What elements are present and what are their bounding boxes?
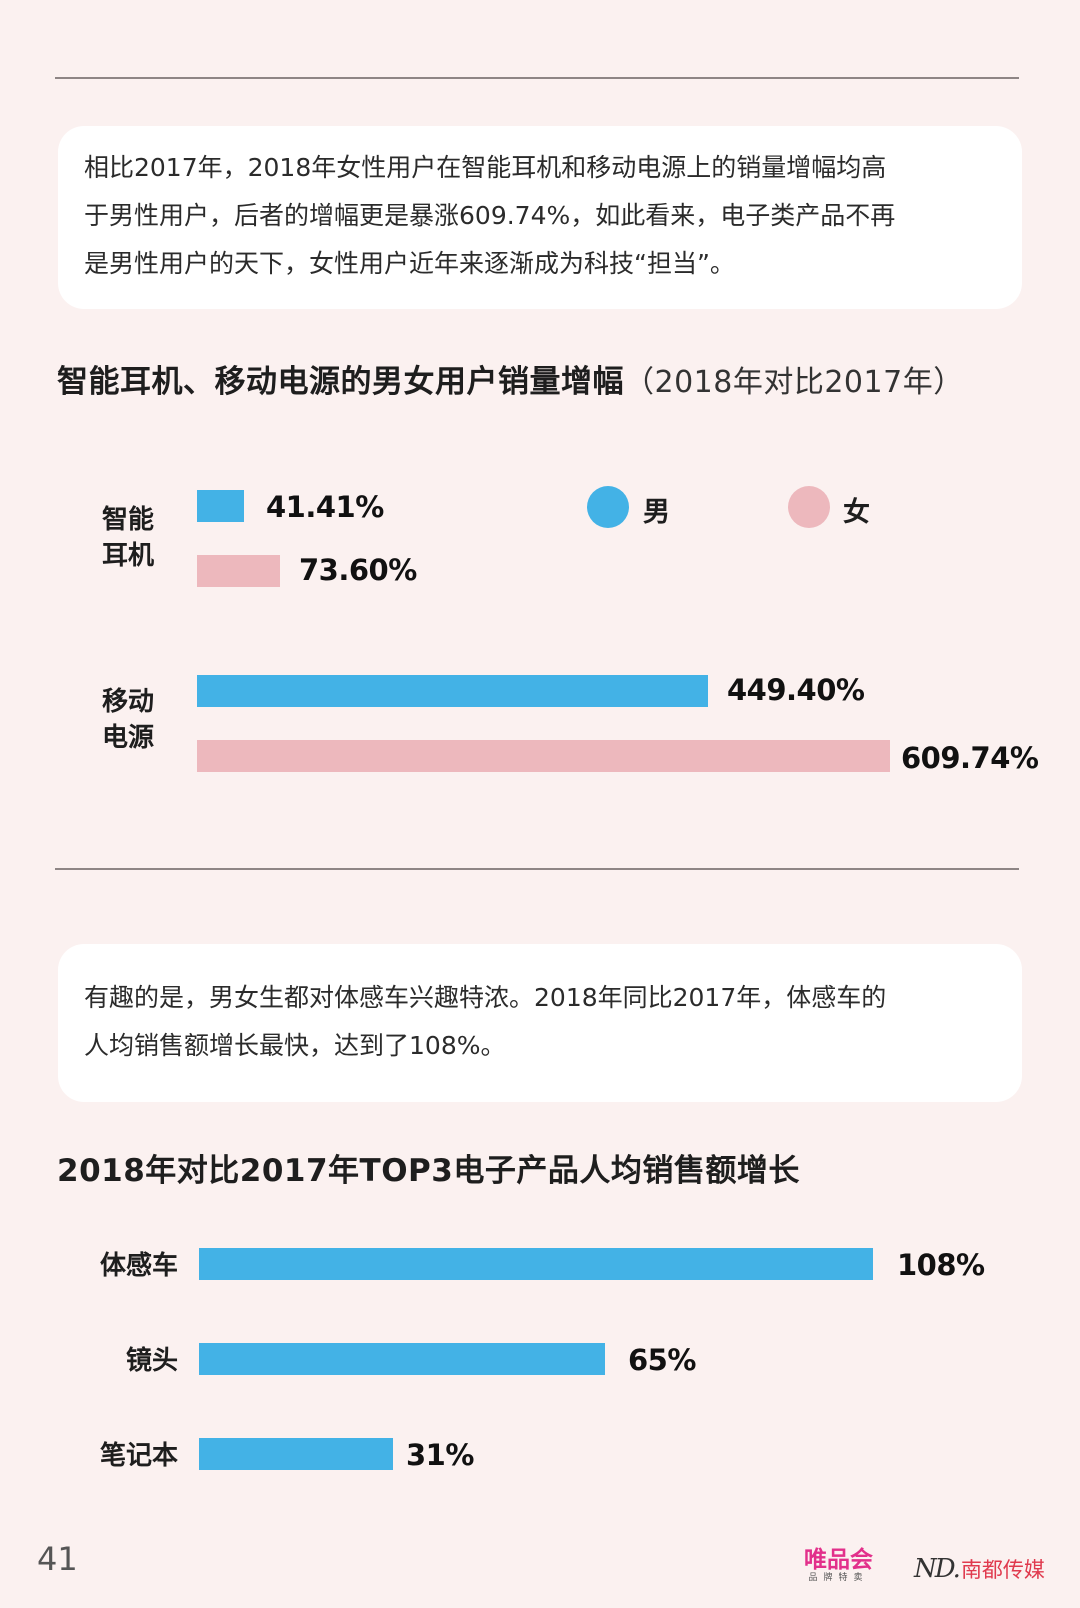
- page-number: 41: [37, 1540, 78, 1578]
- note-card-balance-car: 有趣的是，男女生都对体感车兴趣特浓。2018年同比2017年，体感车的 人均销售…: [58, 944, 1022, 1102]
- bar-earphones-female: [197, 555, 280, 587]
- category-label-line: 智能: [101, 505, 154, 535]
- category-label-power-banks: 移动 电源: [92, 684, 154, 756]
- value-balance-car: 108%: [897, 1248, 985, 1282]
- vipshop-tagline: 品牌特卖: [808, 1573, 869, 1583]
- value-lens: 65%: [628, 1343, 696, 1377]
- value-powerbank-female: 609.74%: [901, 741, 1039, 775]
- chart-title-text: 智能耳机、移动电源的男女用户销量增幅: [57, 364, 624, 400]
- category-label-line: 移动: [101, 687, 154, 717]
- bar-powerbank-female: [197, 740, 890, 772]
- middle-divider: [55, 868, 1019, 870]
- legend-male-dot-icon: [587, 486, 629, 528]
- bar-laptop: [199, 1438, 393, 1470]
- bar-label-lens: 镜头: [125, 1346, 178, 1376]
- nandu-media-logo: ND.南都传媒: [914, 1554, 1045, 1584]
- note-line: 是男性用户的天下，女性用户近年来逐渐成为科技“担当”。: [84, 249, 735, 278]
- legend-male-label: 男: [643, 497, 670, 528]
- vipshop-logo-text: 唯品会: [804, 1547, 873, 1573]
- chart-title-gender-growth: 智能耳机、移动电源的男女用户销量增幅（2018年对比2017年）: [57, 356, 964, 401]
- value-laptop: 31%: [406, 1438, 474, 1472]
- bar-powerbank-male: [197, 675, 708, 707]
- category-label-line: 耳机: [101, 541, 154, 571]
- nandu-logo-name: 南都传媒: [960, 1558, 1045, 1582]
- bar-earphones-male: [197, 490, 244, 522]
- chart-subtitle: （2018年对比2017年）: [624, 365, 964, 400]
- value-earphones-female: 73.60%: [299, 553, 417, 587]
- bar-label-laptop: 笔记本: [99, 1441, 178, 1471]
- note-line: 人均销售额增长最快，达到了108%。: [84, 1031, 506, 1060]
- note-line: 于男性用户，后者的增幅更是暴涨609.74%，如此看来，电子类产品不再: [84, 201, 896, 230]
- note-line: 相比2017年，2018年女性用户在智能耳机和移动电源上的销量增幅均高: [84, 153, 887, 182]
- category-label-line: 电源: [101, 723, 154, 753]
- category-label-smart-earphones: 智能 耳机: [92, 502, 154, 574]
- bar-balance-car: [199, 1248, 873, 1280]
- bar-lens: [199, 1343, 605, 1375]
- bar-label-balance-car: 体感车: [99, 1251, 178, 1281]
- legend-female-label: 女: [843, 497, 870, 528]
- nandu-logo-mark-icon: ND.: [914, 1554, 961, 1584]
- vipshop-logo: 唯品会 品牌特卖: [804, 1548, 873, 1584]
- note-line: 有趣的是，男女生都对体感车兴趣特浓。2018年同比2017年，体感车的: [84, 983, 887, 1012]
- chart-title-top3-growth: 2018年对比2017年TOP3电子产品人均销售额增长: [57, 1145, 800, 1190]
- legend-female-dot-icon: [788, 486, 830, 528]
- note-card-gender-growth: 相比2017年，2018年女性用户在智能耳机和移动电源上的销量增幅均高 于男性用…: [58, 126, 1022, 309]
- value-earphones-male: 41.41%: [266, 490, 384, 524]
- top-divider: [55, 77, 1019, 79]
- value-powerbank-male: 449.40%: [727, 673, 865, 707]
- chart-title-text: 2018年对比2017年TOP3电子产品人均销售额增长: [57, 1153, 800, 1189]
